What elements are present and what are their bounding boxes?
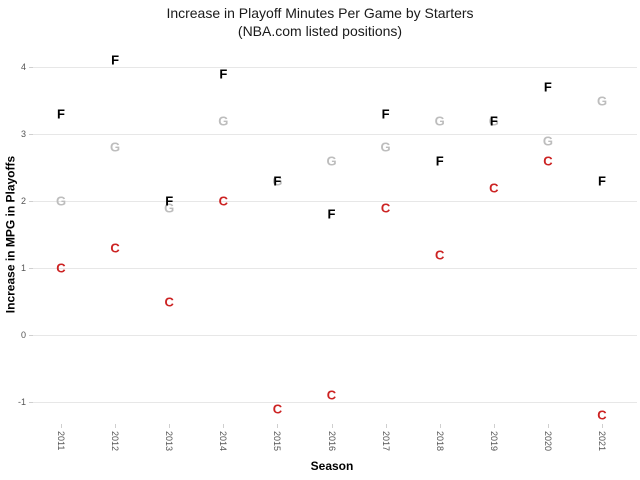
data-point-f: F [381, 106, 390, 122]
data-point-g: G [164, 200, 175, 216]
y-gridline [33, 134, 637, 135]
x-tick-mark [277, 424, 279, 428]
data-point-g: G [326, 153, 337, 169]
x-tick-mark [61, 424, 62, 428]
data-point-c: C [489, 180, 499, 196]
data-point-f: F [111, 52, 120, 68]
data-point-f: F [165, 193, 174, 209]
data-point-g: G [110, 139, 121, 155]
x-tick-mark [331, 424, 333, 428]
data-point-f: F [598, 173, 606, 189]
data-point-f: F [435, 153, 444, 169]
x-tick-mark [602, 424, 603, 428]
y-tick-label: 3 [20, 129, 26, 139]
x-tick-label: 2017 [380, 431, 391, 452]
data-point-f: F [327, 206, 336, 222]
x-tick-mark [223, 424, 225, 428]
x-tick-mark [439, 424, 441, 428]
x-tick-label: 2014 [218, 431, 229, 452]
data-point-c: C [543, 153, 553, 169]
data-point-c: C [218, 193, 228, 209]
data-point-c: C [597, 407, 607, 423]
data-point-g: G [434, 113, 445, 129]
y-tick-mark [29, 201, 33, 202]
data-point-f: F [219, 66, 228, 82]
x-tick-mark [493, 424, 495, 428]
y-tick-mark [29, 67, 33, 68]
x-axis-title: Season [310, 459, 354, 473]
x-tick-label: 2011 [56, 431, 66, 451]
chart-title-line1: Increase in Playoff Minutes Per Game by … [166, 5, 474, 21]
y-tick-label: 4 [20, 62, 26, 72]
data-point-c: C [110, 240, 120, 256]
data-point-c: C [380, 200, 391, 216]
chart-title: Increase in Playoff Minutes Per Game by … [0, 4, 640, 40]
data-point-g: G [380, 139, 391, 155]
x-tick-label: 2016 [326, 431, 337, 452]
x-tick-mark [115, 424, 117, 428]
data-point-g: G [596, 93, 608, 108]
x-tick-label: 2021 [597, 431, 607, 452]
data-point-c: C [326, 387, 337, 403]
y-tick-label: 0 [20, 330, 26, 340]
x-tick-label: 2015 [272, 431, 283, 452]
y-tick-label: 2 [20, 196, 26, 206]
data-point-g: G [218, 113, 229, 129]
x-tick-label: 2018 [434, 431, 445, 452]
data-point-g: G [272, 173, 283, 189]
data-point-g: G [55, 193, 67, 209]
x-tick-mark [169, 424, 171, 428]
chart-title-line2: (NBA.com listed positions) [237, 23, 403, 39]
y-gridline [33, 402, 637, 403]
y-tick-mark [29, 268, 33, 269]
data-point-f: F [57, 106, 65, 122]
y-tick-mark [29, 402, 33, 403]
data-point-f: F [489, 113, 498, 129]
data-point-f: F [543, 79, 552, 95]
data-point-g: G [542, 133, 553, 149]
x-tick-label: 2019 [488, 431, 499, 452]
data-point-c: C [164, 294, 174, 309]
x-tick-mark [547, 424, 549, 428]
y-gridline [33, 268, 637, 269]
x-tick-mark [385, 424, 387, 428]
y-tick-label: 1 [20, 263, 26, 273]
y-tick-mark [29, 134, 33, 135]
x-tick-label: 2013 [164, 431, 175, 452]
y-gridline [33, 201, 637, 202]
y-tick-label: -1 [17, 397, 26, 407]
data-point-c: C [272, 401, 283, 417]
data-point-c: C [434, 247, 445, 263]
data-point-g: G [488, 113, 499, 129]
y-gridline [33, 335, 637, 336]
x-tick-label: 2012 [110, 431, 121, 452]
x-tick-label: 2020 [542, 431, 553, 452]
data-point-c: C [56, 260, 66, 276]
data-point-f: F [273, 173, 282, 189]
y-tick-mark [29, 335, 33, 336]
y-gridline [33, 67, 637, 68]
